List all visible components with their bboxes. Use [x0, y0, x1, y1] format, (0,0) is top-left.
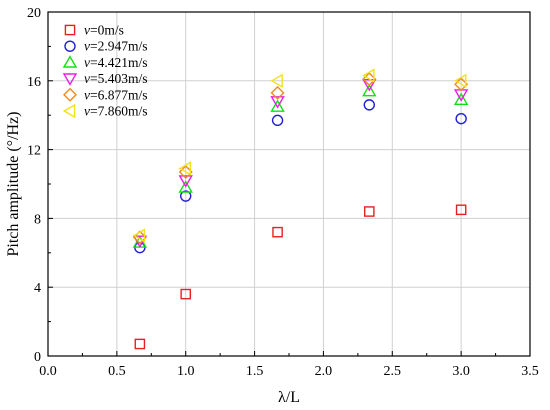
y-tick-label: 20 — [27, 6, 41, 21]
data-point-circle — [363, 99, 375, 111]
x-axis-title: λ/L — [278, 389, 300, 406]
data-point-circle — [455, 112, 467, 125]
data-point-triangle-down — [178, 175, 193, 188]
legend-item: v=7.860m/s — [62, 103, 148, 119]
legend-label-value: =2.947m/s — [90, 39, 148, 54]
legend-label: v=6.877m/s — [84, 87, 148, 102]
legend-label-variable: v — [84, 55, 90, 70]
series-4 — [132, 78, 469, 248]
series-1 — [134, 204, 467, 350]
data-markers — [132, 68, 469, 350]
y-tick-label: 16 — [27, 75, 41, 90]
legend-item: v=4.421m/s — [62, 55, 148, 70]
y-axis-title: Pitch amplitude (°/Hz) — [5, 111, 22, 256]
x-tick-label: 1.5 — [246, 364, 264, 379]
legend-label: v=5.403m/s — [84, 71, 148, 86]
legend-label-value: =0m/s — [90, 23, 124, 38]
data-point-square — [134, 338, 146, 350]
data-point-triangle-up — [270, 99, 285, 112]
data-point-triangle-left — [270, 73, 283, 89]
data-point-triangle-up — [178, 180, 193, 193]
axis-ticks — [47, 11, 531, 357]
legend-item: v=5.403m/s — [62, 71, 148, 86]
data-point-square — [272, 226, 283, 238]
data-point-triangle-left — [453, 73, 467, 89]
data-point-triangle-up — [362, 83, 377, 97]
x-tick-label: 1.0 — [177, 364, 195, 379]
legend-label: v=4.421m/s — [84, 55, 148, 70]
x-tick-label: 3.0 — [452, 364, 470, 379]
data-point-circle — [180, 190, 192, 202]
legend-item: v=0m/s — [64, 23, 124, 38]
tick-labels: 0.0 0.5 1.0 1.5 2.0 2.5 3.0 3.5 0 4 8 12 16 20 — [27, 6, 539, 379]
legend-label-variable: v — [84, 39, 90, 54]
legend-label-value: =4.421m/s — [90, 55, 148, 70]
series-6 — [132, 68, 467, 243]
y-tick-label: 8 — [34, 212, 41, 227]
data-point-triangle-up — [453, 92, 469, 106]
legend-label-variable: v — [84, 104, 90, 119]
legend-item: v=6.877m/s — [63, 87, 148, 102]
legend-label-value: =7.860m/s — [90, 104, 148, 119]
data-point-square — [455, 204, 467, 216]
legend: v=0m/sv=2.947m/sv=4.421m/sv=5.403m/sv=6.… — [62, 23, 148, 119]
legend-label: v=0m/s — [84, 23, 124, 38]
legend-label-variable: v — [84, 23, 90, 38]
data-point-circle — [271, 114, 284, 127]
data-point-diamond — [270, 85, 285, 100]
legend-label: v=2.947m/s — [84, 39, 148, 54]
data-point-triangle-down — [270, 96, 285, 109]
x-tick-label: 3.5 — [521, 364, 539, 379]
data-point-square — [180, 288, 192, 300]
y-tick-label: 0 — [34, 350, 41, 365]
y-tick-label: 12 — [27, 144, 41, 159]
series-5 — [132, 72, 469, 245]
y-tick-label: 4 — [34, 281, 41, 296]
legend-marker-square — [64, 24, 76, 36]
legend-label: v=7.860m/s — [84, 104, 148, 119]
data-point-square — [363, 206, 375, 217]
legend-marker-triangle-down — [62, 73, 78, 86]
legend-item: v=2.947m/s — [64, 39, 148, 54]
x-tick-label: 2.0 — [315, 364, 333, 379]
legend-label-variable: v — [84, 71, 90, 86]
x-tick-label: 0.5 — [108, 364, 126, 379]
data-point-triangle-left — [132, 228, 146, 243]
legend-label-variable: v — [84, 87, 90, 102]
legend-marker-diamond — [63, 87, 77, 102]
x-tick-label: 0.0 — [39, 364, 57, 379]
legend-marker-circle — [64, 40, 76, 52]
legend-marker-triangle-left — [62, 103, 76, 119]
data-point-triangle-left — [178, 161, 192, 176]
legend-marker-triangle-up — [62, 55, 78, 68]
legend-label-value: =5.403m/s — [90, 71, 148, 86]
data-point-triangle-left — [362, 68, 375, 83]
x-tick-label: 2.5 — [384, 364, 402, 379]
grid — [48, 12, 530, 356]
legend-label-value: =6.877m/s — [90, 87, 148, 102]
